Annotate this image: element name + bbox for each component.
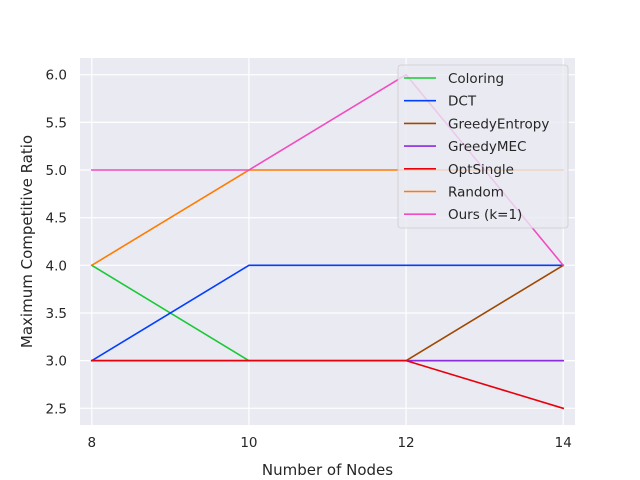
y-tick-label: 3.0 [46, 354, 67, 370]
legend-label: Coloring [448, 71, 504, 87]
y-tick-labels: 2.5 3.0 3.5 4.0 4.5 5.0 5.5 6.0 [46, 68, 67, 418]
legend-label: Random [448, 185, 504, 201]
x-axis-label: Number of Nodes [262, 461, 393, 479]
y-tick-label: 3.5 [46, 306, 67, 322]
y-axis-label: Maximum Competitive Ratio [18, 135, 36, 348]
legend-label: DCT [448, 94, 477, 110]
legend-label: OptSingle [448, 162, 514, 178]
x-tick-label: 14 [555, 435, 572, 451]
series-line-4 [90, 359, 565, 410]
series-line-1 [90, 264, 565, 362]
legend-label: GreedyMEC [448, 139, 527, 155]
y-tick-label: 5.5 [46, 115, 67, 131]
legend-label: Ours (k=1) [448, 207, 522, 223]
x-tick-labels: 8 10 12 14 [87, 435, 571, 451]
y-tick-label: 4.0 [46, 258, 67, 274]
y-tick-label: 4.5 [46, 211, 67, 227]
legend: Coloring DCT GreedyEntropy GreedyMEC OptSing… [397, 64, 569, 229]
legend-frame [397, 64, 569, 229]
y-tick-label: 5.0 [46, 163, 67, 179]
x-tick-label: 10 [240, 435, 257, 451]
x-tick-label: 8 [87, 435, 96, 451]
y-tick-label: 2.5 [46, 401, 67, 417]
legend-label: GreedyEntropy [448, 116, 549, 132]
y-tick-label: 6.0 [46, 68, 67, 84]
x-tick-label: 12 [397, 435, 414, 451]
